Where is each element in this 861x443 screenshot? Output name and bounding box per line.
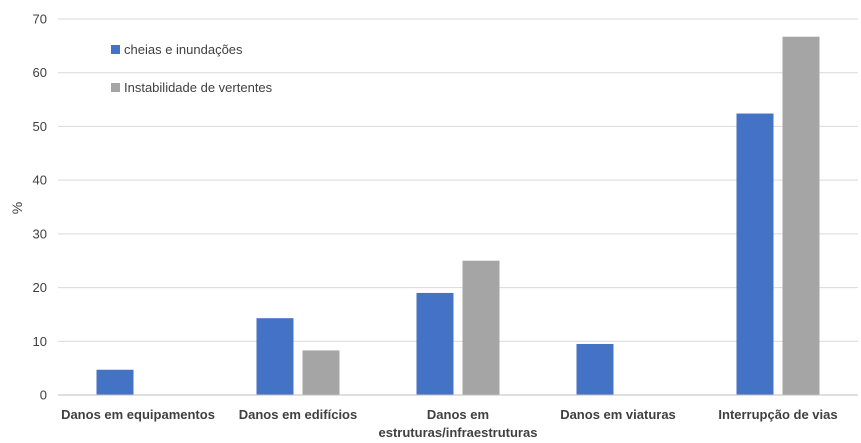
bar-cheias-4 [736, 113, 774, 395]
bar-cheias-0 [96, 369, 134, 395]
bar-cheias-3 [576, 343, 614, 395]
bar-instabilidade-2 [462, 260, 500, 395]
legend: cheias e inundações Instabilidade de vert… [111, 42, 273, 95]
legend-swatch [111, 45, 120, 54]
y-tick-label: 50 [33, 119, 47, 134]
x-category-label: Danos em equipamentos [61, 407, 215, 422]
x-category-label: estruturas/infraestruturas [379, 425, 538, 440]
x-category-labels: Danos em equipamentos Danos em edifícios D… [61, 407, 838, 440]
y-tick-label: 40 [33, 173, 47, 188]
y-tick-label: 20 [33, 280, 47, 295]
y-tick-labels: 0 10 20 30 40 50 60 70 [33, 12, 47, 403]
x-category-label: Danos em edifícios [239, 407, 357, 422]
y-tick-label: 60 [33, 65, 47, 80]
x-category-label: Danos em [427, 407, 489, 422]
bar-cheias-1 [256, 318, 294, 395]
y-tick-label: 10 [33, 334, 47, 349]
bar-instabilidade-4 [782, 36, 820, 396]
y-tick-label: 0 [40, 388, 47, 403]
bar-instabilidade-1 [302, 350, 340, 395]
legend-swatch [111, 83, 120, 92]
bar-cheias-2 [416, 292, 454, 395]
gridlines [58, 18, 858, 342]
legend-label: cheias e inundações [124, 42, 243, 57]
y-tick-label: 70 [33, 12, 47, 27]
bars [96, 36, 820, 396]
y-axis-label: % [9, 202, 25, 214]
x-category-label: Interrupção de vias [718, 407, 837, 422]
legend-label: Instabilidade de vertentes [124, 80, 273, 95]
y-tick-label: 30 [33, 226, 47, 241]
x-category-label: Danos em viaturas [560, 407, 676, 422]
